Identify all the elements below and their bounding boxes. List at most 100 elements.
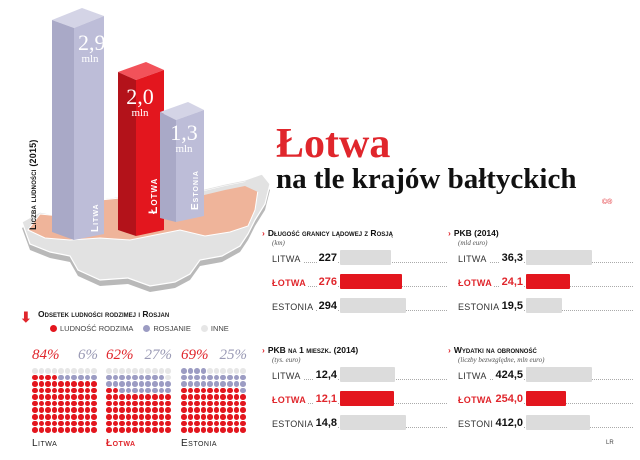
panel-unit: (mld euro) xyxy=(458,239,488,247)
waffle-dot xyxy=(112,368,119,374)
waffle-dot xyxy=(45,427,51,433)
waffle-dot xyxy=(38,387,45,394)
bar-label-lotwa: Łotwa xyxy=(146,177,160,214)
waffle-dot xyxy=(32,368,38,374)
waffle-dot xyxy=(125,381,132,387)
waffle-dot xyxy=(112,381,119,387)
waffle-dot xyxy=(32,381,38,387)
waffle-dot xyxy=(45,400,51,407)
waffle-dot xyxy=(51,420,58,427)
bar xyxy=(526,298,562,313)
waffle-dot xyxy=(32,374,38,381)
waffle-dot xyxy=(58,420,64,427)
waffle-dot xyxy=(200,427,207,433)
waffle-dot xyxy=(132,374,138,381)
waffle-dot xyxy=(220,387,227,394)
waffle-dot xyxy=(187,407,194,414)
waffle-dot xyxy=(64,394,71,400)
waffle-dot xyxy=(138,420,145,427)
bar xyxy=(526,391,566,406)
waffle-dot xyxy=(58,374,64,381)
waffle-dot xyxy=(119,407,125,414)
row-lotwa: ŁOTWA 24,1 xyxy=(448,271,633,295)
waffle-dot xyxy=(233,394,240,400)
country-name: Litwa xyxy=(32,438,58,450)
waffle-dot xyxy=(165,420,171,427)
waffle-dot xyxy=(138,381,145,387)
country-name: Łotwa xyxy=(106,438,136,450)
bar xyxy=(340,274,402,289)
waffle-dot xyxy=(71,387,78,394)
waffle-dot xyxy=(233,427,240,433)
waffle-dot xyxy=(233,387,240,394)
waffle-dot xyxy=(220,427,227,433)
row-estonia: ESTONIA 19,5 xyxy=(448,295,633,319)
waffle-dot xyxy=(138,394,145,400)
waffle-dot xyxy=(181,420,187,427)
dot-gray-icon xyxy=(200,325,208,332)
native-pct: 84% xyxy=(32,347,60,363)
waffle-grid xyxy=(181,368,247,433)
waffle-dot xyxy=(106,394,112,400)
waffle-dot xyxy=(165,387,171,394)
waffle-dot xyxy=(64,427,71,433)
waffle-dot xyxy=(187,414,194,420)
waffle-dot xyxy=(240,387,246,394)
waffle-dot xyxy=(38,394,45,400)
waffle-dot xyxy=(187,387,194,394)
panel-defence-spending: › Wydatki na obronność (liczby bezwzględn… xyxy=(448,345,633,436)
waffle-estonia: 69% 25% Estonia xyxy=(181,347,247,449)
waffle-dot xyxy=(91,420,97,427)
waffle-dot xyxy=(38,420,45,427)
waffle-dot xyxy=(227,414,233,420)
waffle-dot xyxy=(152,381,158,387)
bar-value-litwa: 2,9 mln xyxy=(78,30,106,65)
waffle-dot xyxy=(45,407,51,414)
waffle-dot xyxy=(106,420,112,427)
waffle-dot xyxy=(125,414,132,420)
waffle-dot xyxy=(194,414,200,420)
russian-pct: 6% xyxy=(78,347,98,363)
waffle-dot xyxy=(194,407,200,414)
row-estonia: ESTONIA 14,8 xyxy=(262,412,447,436)
waffle-dot xyxy=(207,420,213,427)
waffle-dot xyxy=(200,394,207,400)
waffle-dot xyxy=(78,420,84,427)
waffle-dot xyxy=(187,427,194,433)
waffle-dot xyxy=(58,400,64,407)
waffle-dot xyxy=(194,400,200,407)
waffle-dot xyxy=(213,387,220,394)
waffle-dot xyxy=(64,387,71,394)
bar xyxy=(526,415,590,430)
waffle-dot xyxy=(112,387,119,394)
waffle-dot xyxy=(84,381,91,387)
waffle-dot xyxy=(227,387,233,394)
legend-russian: ROSJANIE xyxy=(143,324,191,333)
waffle-dot xyxy=(207,381,213,387)
baltic-map-graphic xyxy=(21,8,271,292)
waffle-dot xyxy=(64,381,71,387)
waffle-dot xyxy=(78,414,84,420)
waffle-dot xyxy=(165,400,171,407)
waffle-dot xyxy=(145,414,152,420)
waffle-dot xyxy=(181,368,187,374)
row-estonia: ESTONIA 294 xyxy=(262,295,447,319)
native-pct: 69% xyxy=(181,347,209,363)
dot-purple-icon xyxy=(143,325,151,332)
waffle-dot xyxy=(213,414,220,420)
waffle-dot xyxy=(227,427,233,433)
panel-unit: (liczby bezwzględne, mln euro) xyxy=(458,356,545,364)
waffle-dot xyxy=(145,368,152,374)
waffle-dot xyxy=(91,394,97,400)
waffle-grid xyxy=(106,368,172,433)
waffle-dot xyxy=(158,394,165,400)
waffle-dot xyxy=(200,368,207,374)
waffle-dot xyxy=(91,387,97,394)
chevron-right-icon: › xyxy=(448,228,451,238)
waffle-dot xyxy=(240,381,246,387)
waffle-dot xyxy=(227,374,233,381)
waffle-dot xyxy=(45,374,51,381)
waffle-dot xyxy=(64,368,71,374)
waffle-dot xyxy=(132,387,138,394)
waffle-dot xyxy=(32,420,38,427)
